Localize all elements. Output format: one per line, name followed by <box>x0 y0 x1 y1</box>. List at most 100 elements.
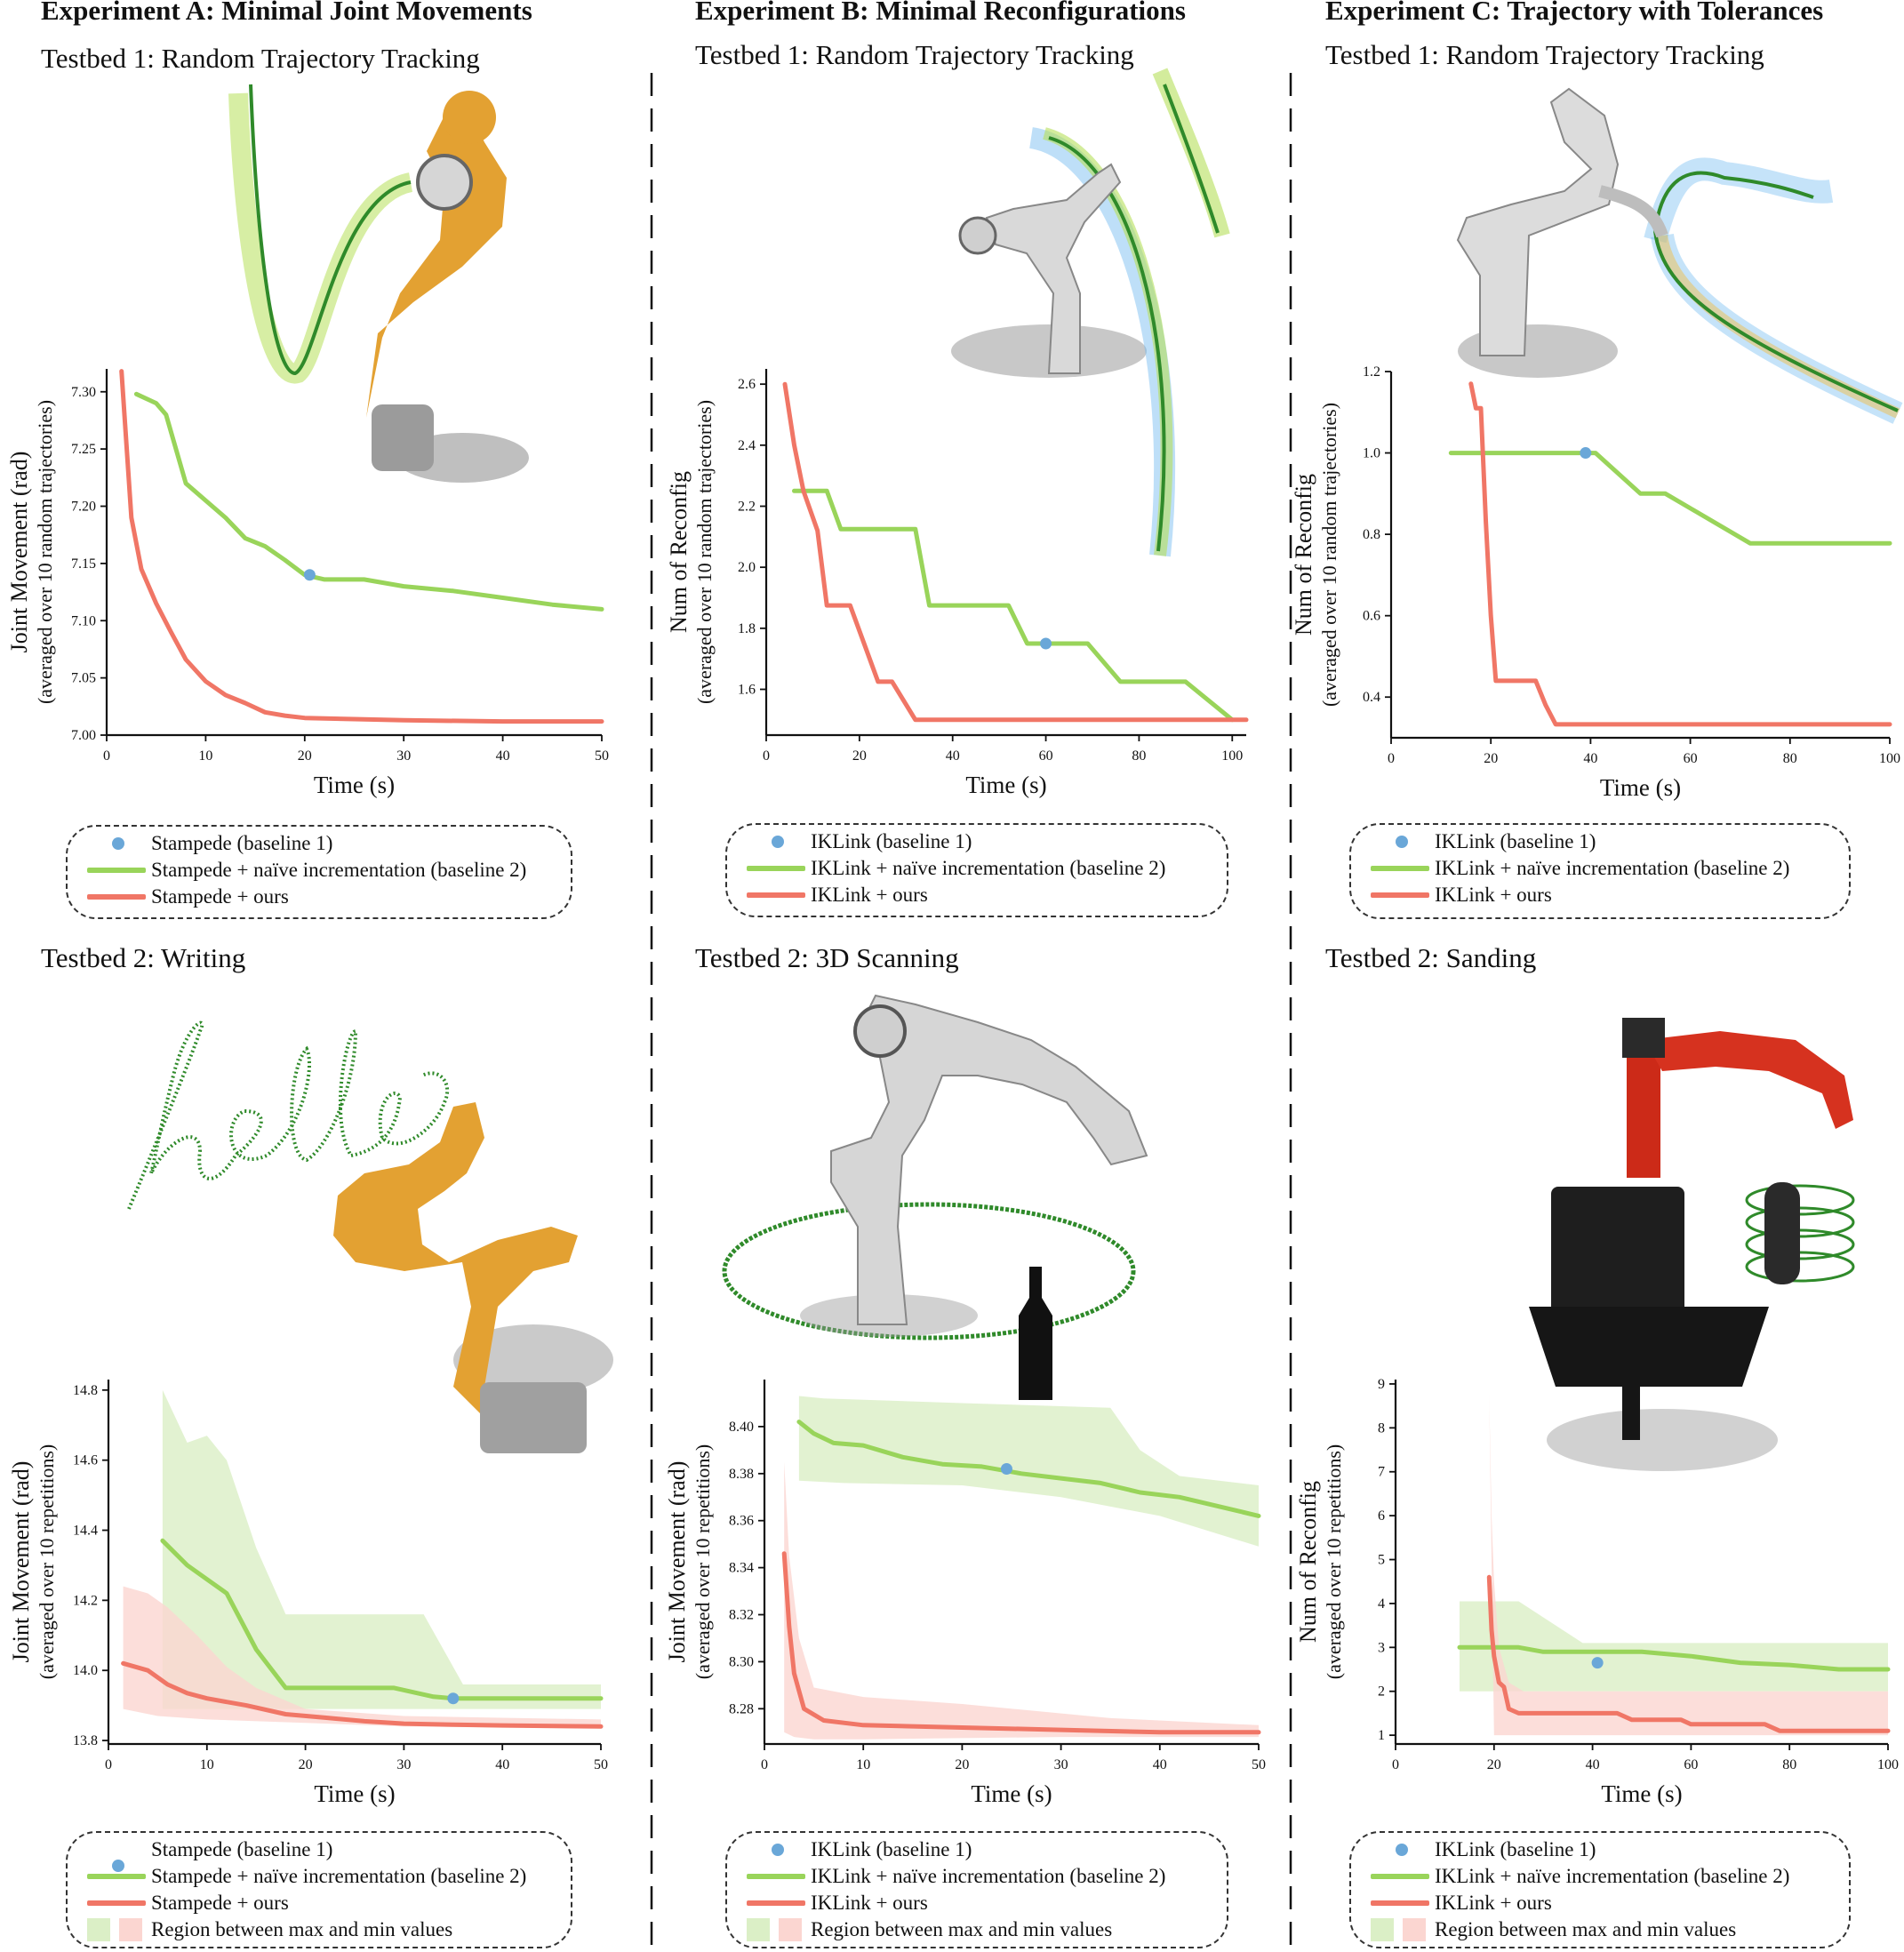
y-tick-label: 2 <box>1378 1684 1385 1700</box>
legend-label: Stampede + ours <box>151 885 289 908</box>
testbed-b1-title: Testbed 1: Random Trajectory Tracking <box>695 39 1134 70</box>
y-axis-sublabel: (averaged over 10 random trajectories) <box>693 400 716 704</box>
y-tick-label: 8.38 <box>729 1467 754 1482</box>
y-tick-label: 7.00 <box>71 728 96 743</box>
green-band-icon <box>87 1918 110 1941</box>
y-tick-label: 14.0 <box>73 1663 98 1678</box>
legend-label: Stampede + ours <box>151 1892 289 1914</box>
y-tick-label: 5 <box>1378 1553 1385 1568</box>
green-line-icon <box>87 1874 146 1879</box>
x-tick-label: 40 <box>946 748 960 764</box>
legend-c2: IKLink (baseline 1) IKLink + naïve incre… <box>1349 1831 1851 1948</box>
legend-label: Stampede + naïve incrementation (baselin… <box>151 1865 527 1887</box>
baseline1-marker-icon <box>772 836 784 848</box>
x-tick-label: 60 <box>1684 751 1698 766</box>
baseline1-marker-icon <box>112 1860 124 1872</box>
y-axis-label: Num of Reconfig <box>1295 1481 1321 1643</box>
x-tick-label: 40 <box>495 1757 509 1772</box>
baseline1-point <box>447 1692 460 1705</box>
y-axis-label: Num of Reconfig <box>1291 474 1316 636</box>
series-line <box>781 1551 1261 1735</box>
y-axis-label: Joint Movement (rad) <box>664 1461 690 1663</box>
series-line <box>133 391 604 612</box>
green-band-icon <box>747 1918 770 1941</box>
y-tick-label: 8.34 <box>729 1561 754 1576</box>
x-tick-label: 10 <box>200 1757 214 1772</box>
x-tick-label: 10 <box>198 748 212 764</box>
y-axis-label: Joint Movement (rad) <box>6 452 32 653</box>
y-tick-label: 8 <box>1378 1420 1385 1436</box>
chart-2: 0 20 40 60 80 100 1.6 1.8 2.0 2.2 2.4 2.6 Time (s) Nu… <box>666 369 1249 798</box>
x-tick-label: 30 <box>396 748 411 764</box>
x-tick-label: 30 <box>396 1757 411 1772</box>
x-tick-label: 0 <box>763 748 770 764</box>
y-tick-label: 7.05 <box>71 671 96 686</box>
x-tick-label: 100 <box>1877 1757 1899 1772</box>
y-tick-label: 8.32 <box>729 1608 754 1623</box>
x-tick-label: 40 <box>1153 1757 1167 1772</box>
x-tick-label: 0 <box>1388 751 1395 766</box>
x-axis-label: Time (s) <box>1601 1780 1682 1807</box>
chart-4: 0 10 20 30 40 50 13.8 14.0 14.2 14.4 14.6 14.8 Time … <box>8 1380 608 1807</box>
legend-label: IKLink + ours <box>811 1892 928 1914</box>
green-line-icon <box>87 868 146 873</box>
legend-a1: Stampede (baseline 1) Stampede + naïve i… <box>66 825 572 919</box>
y-tick-label: 4 <box>1378 1596 1385 1612</box>
y-tick-label: 7.25 <box>71 442 96 457</box>
y-tick-label: 0.8 <box>1363 527 1380 542</box>
experiment-c-title: Experiment C: Trajectory with Tolerances <box>1325 0 1824 26</box>
y-axis-sublabel: (averaged over 10 repetitions) <box>1323 1444 1345 1680</box>
red-band-icon <box>779 1918 802 1941</box>
legend-label: Stampede (baseline 1) <box>151 1838 333 1860</box>
white-robot-arm-tracking-random-trajectory <box>951 68 1230 557</box>
y-tick-label: 1.8 <box>738 621 756 636</box>
chart-6: 0 20 40 60 80 100 1 2 3 4 5 6 7 8 9 Time (s) Num of Reco… <box>1295 1377 1899 1807</box>
baseline1-marker-icon <box>1396 1844 1408 1856</box>
x-tick-label: 80 <box>1132 748 1146 764</box>
y-tick-label: 1.6 <box>738 683 756 698</box>
red-band-icon <box>119 1918 142 1941</box>
baseline1-point <box>303 569 316 581</box>
x-tick-label: 100 <box>1879 751 1900 766</box>
y-tick-label: 14.6 <box>73 1453 98 1468</box>
series-line <box>160 1538 604 1701</box>
red-line-icon <box>1371 892 1429 898</box>
legend-label: IKLink (baseline 1) <box>1435 830 1596 852</box>
white-robot-arm-tracking-trajectory-with-tolerances <box>1456 87 1903 424</box>
red-line-icon <box>747 892 805 898</box>
legend-label: IKLink (baseline 1) <box>811 1838 972 1860</box>
y-tick-label: 8.30 <box>729 1654 754 1669</box>
testbed-c1-title: Testbed 1: Random Trajectory Tracking <box>1325 39 1764 70</box>
red-band-icon <box>1403 1918 1426 1941</box>
red-robot-sanding-cylinder <box>1529 1018 1855 1471</box>
baseline1-point <box>1580 447 1592 460</box>
testbed-b2-title: Testbed 2: 3D Scanning <box>695 942 959 973</box>
min-max-band <box>798 1396 1259 1547</box>
x-tick-label: 50 <box>594 1757 608 1772</box>
legend-label: Stampede (baseline 1) <box>151 832 333 854</box>
series-line <box>1486 1574 1891 1733</box>
y-tick-label: 2.4 <box>738 438 756 453</box>
experiment-b-title: Experiment B: Minimal Reconfigurations <box>695 0 1186 26</box>
y-tick-label: 1.0 <box>1363 446 1380 461</box>
baseline1-point <box>1040 637 1052 650</box>
legend-label: IKLink + ours <box>811 884 928 906</box>
x-tick-label: 20 <box>1487 1757 1501 1772</box>
orange-robot-arm-tracking-random-trajectory <box>228 84 529 483</box>
x-tick-label: 0 <box>103 748 110 764</box>
chart-1: 0 10 20 30 40 50 7.00 7.05 7.10 7.15 7.20 7.25 7.30 T… <box>6 369 609 798</box>
x-tick-label: 10 <box>856 1757 870 1772</box>
y-tick-label: 0.4 <box>1363 690 1380 705</box>
x-tick-label: 80 <box>1783 751 1797 766</box>
y-tick-label: 14.8 <box>73 1383 98 1398</box>
baseline1-point <box>1591 1657 1604 1669</box>
x-tick-label: 40 <box>1583 751 1597 766</box>
y-tick-label: 1 <box>1378 1728 1385 1743</box>
baseline1-marker-icon <box>1396 836 1408 848</box>
x-tick-label: 60 <box>1684 1757 1698 1772</box>
min-max-band <box>162 1389 601 1709</box>
y-tick-label: 13.8 <box>73 1733 98 1748</box>
y-tick-label: 6 <box>1378 1508 1385 1524</box>
y-tick-label: 14.4 <box>73 1524 98 1539</box>
